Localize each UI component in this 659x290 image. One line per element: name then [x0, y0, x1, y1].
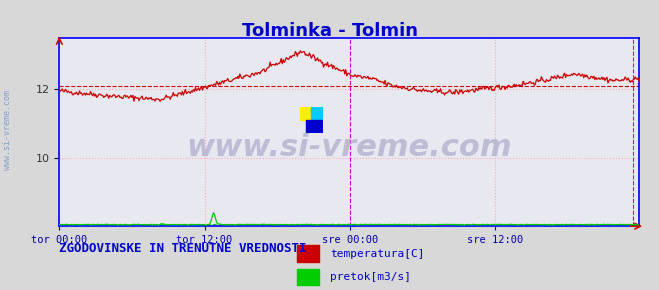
Bar	[306, 120, 323, 133]
Bar	[297, 245, 319, 262]
Text: www.si-vreme.com: www.si-vreme.com	[3, 90, 13, 171]
Bar	[300, 107, 312, 120]
Text: Tolminka - Tolmin: Tolminka - Tolmin	[241, 22, 418, 40]
Bar	[312, 107, 323, 120]
Bar	[297, 269, 319, 285]
Text: ZGODOVINSKE IN TRENUTNE VREDNOSTI: ZGODOVINSKE IN TRENUTNE VREDNOSTI	[59, 242, 307, 255]
Text: temperatura[C]: temperatura[C]	[330, 249, 424, 259]
Text: www.si-vreme.com: www.si-vreme.com	[186, 133, 512, 162]
Text: pretok[m3/s]: pretok[m3/s]	[330, 272, 411, 282]
